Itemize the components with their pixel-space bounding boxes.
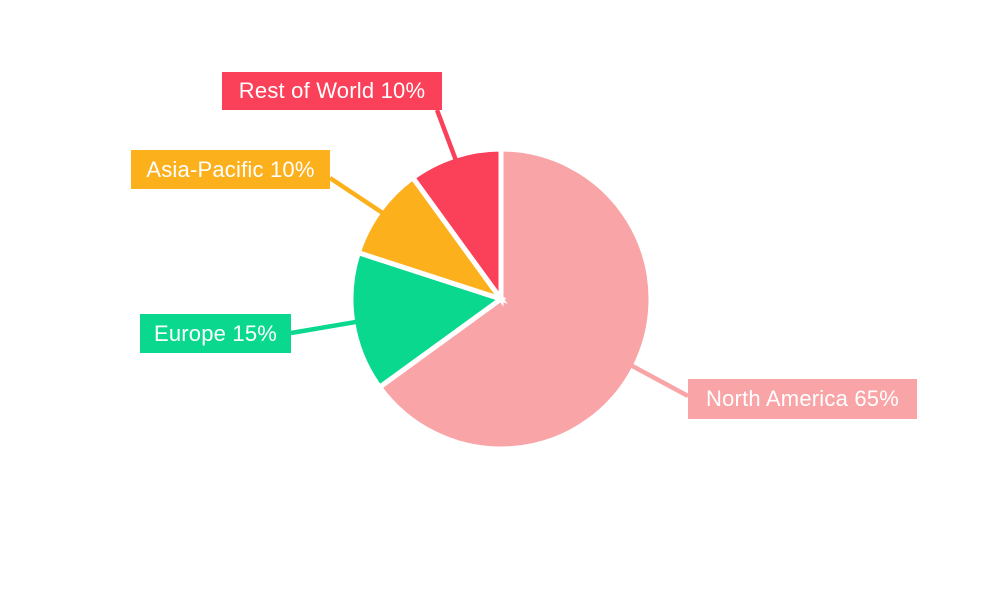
label-asia-pacific: Asia-Pacific 10% — [131, 150, 330, 189]
label-rest-of-world: Rest of World 10% — [222, 72, 442, 110]
connector-north-america — [630, 363, 690, 398]
connector-asia-pacific — [328, 176, 385, 216]
label-europe: Europe 15% — [140, 314, 291, 353]
label-north-america: North America 65% — [688, 379, 917, 419]
connector-europe — [290, 319, 358, 336]
connector-rest-of-world — [434, 109, 458, 161]
